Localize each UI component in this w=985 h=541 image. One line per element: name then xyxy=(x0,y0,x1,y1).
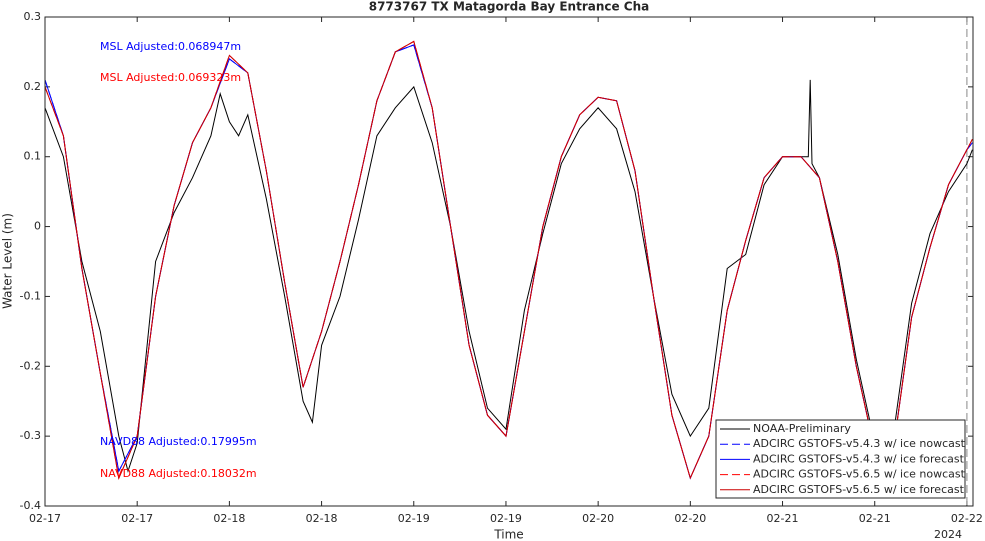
chart-title: 8773767 TX Matagorda Bay Entrance Cha xyxy=(369,0,650,14)
legend-label: ADCIRC GSTOFS-v5.4.3 w/ ice nowcast xyxy=(753,437,966,450)
y-tick-label: -0.3 xyxy=(20,429,41,442)
series-line xyxy=(45,40,973,480)
series-line xyxy=(45,79,973,473)
x-tick-label: 02-17 xyxy=(29,512,61,525)
annotation: MSL Adjusted:0.069323m xyxy=(100,71,241,84)
y-tick-label: -0.1 xyxy=(20,289,41,302)
x-tick-label: 02-18 xyxy=(213,512,245,525)
legend-label: ADCIRC GSTOFS-v5.6.5 w/ ice forecast xyxy=(753,483,965,496)
x-year-label: 2024 xyxy=(934,528,962,541)
x-tick-label: 02-20 xyxy=(674,512,706,525)
y-tick-label: -0.2 xyxy=(20,359,41,372)
legend-label: ADCIRC GSTOFS-v5.4.3 w/ ice forecast xyxy=(753,452,965,465)
x-axis-label: Time xyxy=(493,528,523,541)
annotation: NAVD88 Adjusted:0.17995m xyxy=(100,435,257,448)
annotation: MSL Adjusted:0.068947m xyxy=(100,40,241,53)
y-tick-label: 0.1 xyxy=(24,150,42,163)
x-tick-label: 02-20 xyxy=(582,512,614,525)
y-tick-label: 0.2 xyxy=(24,80,42,93)
y-tick-label: 0.3 xyxy=(24,10,42,23)
x-tick-label: 02-22 xyxy=(951,512,983,525)
x-tick-label: 02-19 xyxy=(490,512,522,525)
annotation: NAVD88 Adjusted:0.18032m xyxy=(100,467,257,480)
x-tick-label: 02-21 xyxy=(859,512,891,525)
axes-box xyxy=(44,16,974,507)
y-tick-label: -0.4 xyxy=(20,499,41,512)
plot-lines xyxy=(45,40,973,480)
y-tick-label: 0 xyxy=(34,220,41,233)
legend-box xyxy=(715,419,966,499)
x-tick-label: 02-21 xyxy=(767,512,799,525)
x-tick-label: 02-18 xyxy=(306,512,338,525)
legend-label: NOAA-Preliminary xyxy=(753,422,851,435)
legend-label: ADCIRC GSTOFS-v5.6.5 w/ ice nowcast xyxy=(753,468,966,481)
x-tick-label: 02-17 xyxy=(121,512,153,525)
x-tick-label: 02-19 xyxy=(398,512,430,525)
y-axis-label: Water Level (m) xyxy=(1,213,15,309)
